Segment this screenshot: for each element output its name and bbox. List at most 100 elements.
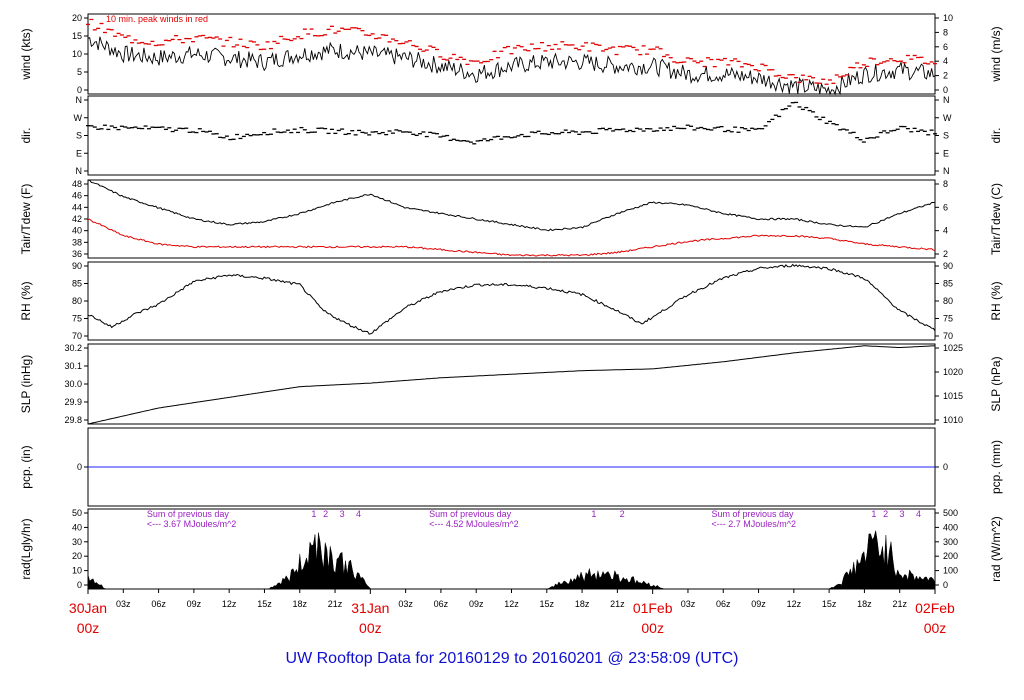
right-tick-label-pcp: 0 <box>943 462 948 472</box>
left-tick-label-wind: 5 <box>77 67 82 77</box>
hour-mark: 1 <box>591 509 596 519</box>
right-tick-label-slp: 1010 <box>943 415 963 425</box>
date-label: 01Feb <box>633 600 673 616</box>
left-tick-label-wind: 20 <box>72 13 82 23</box>
time-tick-label: 06z <box>151 599 166 609</box>
hour-mark: 2 <box>620 509 625 519</box>
right-tick-label-rh: 70 <box>943 331 953 341</box>
time-tick-label: 21z <box>892 599 907 609</box>
time-tick-label: 15z <box>257 599 272 609</box>
time-tick-label: 21z <box>610 599 625 609</box>
right-tick-label-wind: 10 <box>943 13 953 23</box>
daily-note-value: <--- 2.7 MJoules/m^2 <box>711 519 796 529</box>
hour-mark: 3 <box>340 509 345 519</box>
ylabel-right-rad: rad (W/m^2) <box>989 516 1003 582</box>
right-tick-label-wind: 8 <box>943 27 948 37</box>
left-tick-label-rh: 75 <box>72 314 82 324</box>
left-tick-label-wind: 15 <box>72 31 82 41</box>
ylabel-right-temp: Tair/Tdew (C) <box>989 183 1003 255</box>
ylabel-right-dir: dir. <box>989 127 1003 143</box>
left-tick-label-temp: 42 <box>72 214 82 224</box>
hour-mark: 4 <box>356 509 361 519</box>
hour-mark: 3 <box>900 509 905 519</box>
ylabel-right-wind: wind (m/s) <box>989 26 1003 82</box>
right-tick-label-rad: 500 <box>943 508 958 518</box>
daily-note-label: Sum of previous day <box>711 509 794 519</box>
series-dir-0 <box>86 101 937 145</box>
right-tick-label-dir: E <box>943 148 949 158</box>
right-tick-label-wind: 2 <box>943 71 948 81</box>
ylabel-left-pcp: pcp. (in) <box>19 445 33 488</box>
right-tick-label-dir: N <box>943 95 950 105</box>
left-tick-label-rad: 10 <box>72 566 82 576</box>
right-tick-label-rad: 400 <box>943 522 958 532</box>
series-wind-1 <box>86 18 937 85</box>
left-tick-label-wind: 10 <box>72 49 82 59</box>
time-tick-label: 12z <box>504 599 519 609</box>
time-tick-label: 09z <box>187 599 202 609</box>
date-label: 31Jan <box>351 600 389 616</box>
right-tick-label-temp: 8 <box>943 179 948 189</box>
left-tick-label-dir: N <box>76 95 83 105</box>
series-rad-0 <box>87 530 936 590</box>
series-rh-0 <box>87 263 936 335</box>
date-time-label: 00z <box>924 620 947 636</box>
time-tick-label: 03z <box>398 599 413 609</box>
left-tick-label-dir: W <box>74 113 83 123</box>
time-tick-label: 12z <box>222 599 237 609</box>
ylabel-left-wind: wind (kts) <box>19 28 33 80</box>
ylabel-left-dir: dir. <box>19 127 33 143</box>
left-tick-label-temp: 44 <box>72 202 82 212</box>
right-tick-label-rad: 100 <box>943 566 958 576</box>
right-tick-label-slp: 1015 <box>943 391 963 401</box>
right-tick-label-rh: 75 <box>943 314 953 324</box>
series-slp-0 <box>87 345 936 425</box>
date-label: 30Jan <box>69 600 107 616</box>
series-wind-0 <box>87 36 936 96</box>
daily-note-value: <--- 3.67 MJoules/m^2 <box>147 519 237 529</box>
date-time-label: 00z <box>77 620 100 636</box>
annotation-wind: 10 min. peak winds in red <box>106 14 208 24</box>
ylabel-left-temp: Tair/Tdew (F) <box>19 184 33 255</box>
time-tick-label: 18z <box>857 599 872 609</box>
time-tick-label: 12z <box>787 599 802 609</box>
left-tick-label-wind: 0 <box>77 85 82 95</box>
right-tick-label-rad: 300 <box>943 537 958 547</box>
right-tick-label-slp: 1025 <box>943 343 963 353</box>
time-tick-label: 18z <box>575 599 590 609</box>
ylabel-right-slp: SLP (hPa) <box>989 356 1003 411</box>
right-tick-label-rh: 80 <box>943 296 953 306</box>
right-tick-label-temp: 4 <box>943 226 948 236</box>
left-tick-label-slp: 29.9 <box>64 397 82 407</box>
series-temp-1 <box>87 218 936 257</box>
daily-note-value: <--- 4.52 MJoules/m^2 <box>429 519 519 529</box>
left-tick-label-temp: 38 <box>72 237 82 247</box>
left-tick-label-dir: E <box>76 148 82 158</box>
panel-frame-slp <box>87 343 936 425</box>
right-tick-label-wind: 0 <box>943 85 948 95</box>
left-tick-label-temp: 40 <box>72 226 82 236</box>
left-tick-label-slp: 30.0 <box>64 379 82 389</box>
left-tick-label-rh: 90 <box>72 261 82 271</box>
right-tick-label-rh: 90 <box>943 261 953 271</box>
series-temp-0 <box>87 179 936 232</box>
right-tick-label-rh: 85 <box>943 279 953 289</box>
right-tick-label-dir: S <box>943 131 949 141</box>
ylabel-right-rh: RH (%) <box>989 281 1003 320</box>
time-tick-label: 21z <box>328 599 343 609</box>
right-tick-label-temp: 2 <box>943 249 948 259</box>
left-tick-label-rad: 50 <box>72 508 82 518</box>
hour-mark: 2 <box>323 509 328 519</box>
date-label: 02Feb <box>915 600 955 616</box>
left-tick-label-slp: 30.1 <box>64 361 82 371</box>
right-tick-label-dir: N <box>943 166 950 176</box>
left-tick-label-rad: 20 <box>72 551 82 561</box>
left-tick-label-slp: 30.2 <box>64 343 82 353</box>
date-time-label: 00z <box>359 620 382 636</box>
hour-mark: 1 <box>871 509 876 519</box>
right-tick-label-wind: 6 <box>943 42 948 52</box>
left-tick-label-rad: 40 <box>72 522 82 532</box>
hour-mark: 1 <box>311 509 316 519</box>
hour-mark: 2 <box>883 509 888 519</box>
